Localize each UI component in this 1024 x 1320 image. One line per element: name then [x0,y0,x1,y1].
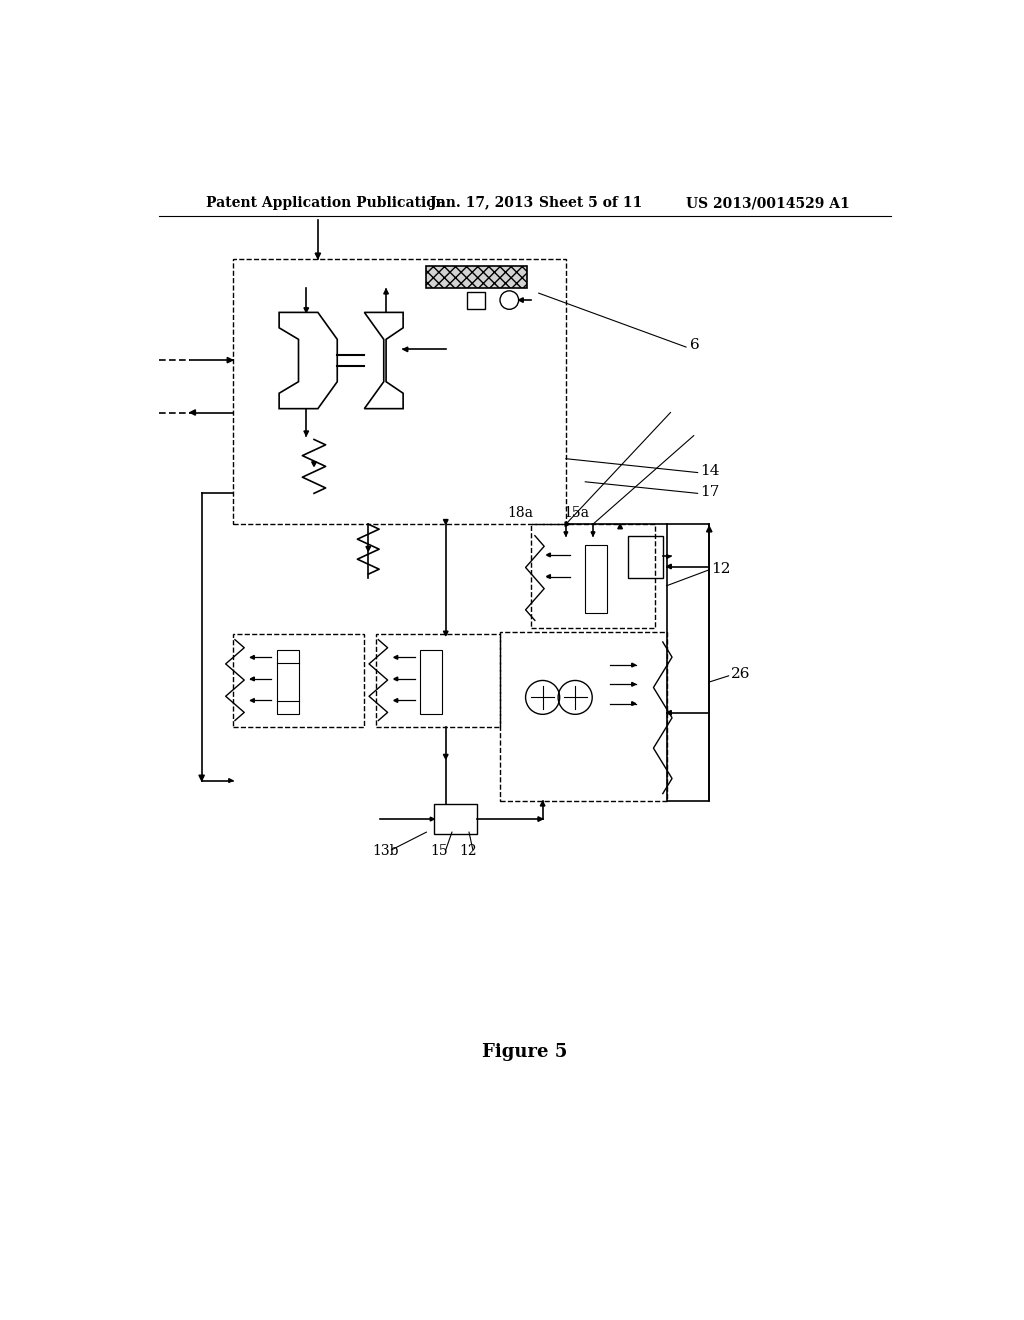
Bar [467,292,484,309]
Polygon shape [632,682,636,686]
Bar [376,635,500,726]
Polygon shape [591,532,595,536]
Polygon shape [403,347,408,351]
Polygon shape [430,817,434,821]
Polygon shape [304,430,308,436]
Polygon shape [190,409,196,416]
Polygon shape [707,527,712,532]
Polygon shape [228,779,232,783]
Polygon shape [315,253,321,259]
Polygon shape [632,702,636,705]
Bar [420,649,442,714]
Text: 12: 12 [460,845,477,858]
Text: 6: 6 [690,338,699,351]
Polygon shape [667,554,671,558]
Polygon shape [251,656,254,659]
Bar [531,524,655,628]
Polygon shape [199,775,205,780]
Text: Sheet 5 of 11: Sheet 5 of 11 [539,197,642,210]
Polygon shape [443,520,449,524]
Text: 13b: 13b [372,845,398,858]
Polygon shape [617,524,623,529]
Bar [426,267,527,288]
Polygon shape [365,313,403,409]
Polygon shape [366,546,371,552]
Polygon shape [280,313,337,409]
Text: 12: 12 [711,562,730,576]
Text: Patent Application Publication: Patent Application Publication [206,197,445,210]
Text: 18a: 18a [508,506,534,520]
Text: Jan. 17, 2013: Jan. 17, 2013 [430,197,534,210]
Bar [276,649,299,714]
Polygon shape [443,755,449,759]
Text: 17: 17 [700,484,719,499]
Polygon shape [547,553,550,557]
Polygon shape [304,308,308,313]
Polygon shape [565,521,569,527]
Bar [232,259,566,524]
Polygon shape [251,698,254,702]
Bar [232,635,365,726]
Text: 15: 15 [430,845,447,858]
Polygon shape [394,656,397,659]
Polygon shape [251,677,254,681]
Polygon shape [227,358,232,363]
Bar [667,524,710,801]
Bar [500,632,667,801]
Polygon shape [394,677,397,681]
Polygon shape [632,663,636,667]
Polygon shape [667,564,672,569]
Text: US 2013/0014529 A1: US 2013/0014529 A1 [686,197,850,210]
Polygon shape [384,289,388,294]
Polygon shape [311,462,316,466]
Polygon shape [547,574,550,578]
Text: Figure 5: Figure 5 [482,1043,567,1060]
Polygon shape [443,631,449,636]
Polygon shape [667,710,672,715]
Polygon shape [541,801,545,807]
Bar [628,536,663,578]
Bar [434,804,477,834]
Bar [586,545,607,612]
Polygon shape [564,532,568,536]
Polygon shape [518,298,523,302]
Text: 26: 26 [731,668,751,681]
Polygon shape [538,817,543,821]
Polygon shape [394,698,397,702]
Text: 15a: 15a [563,506,590,520]
Text: 14: 14 [700,465,720,478]
